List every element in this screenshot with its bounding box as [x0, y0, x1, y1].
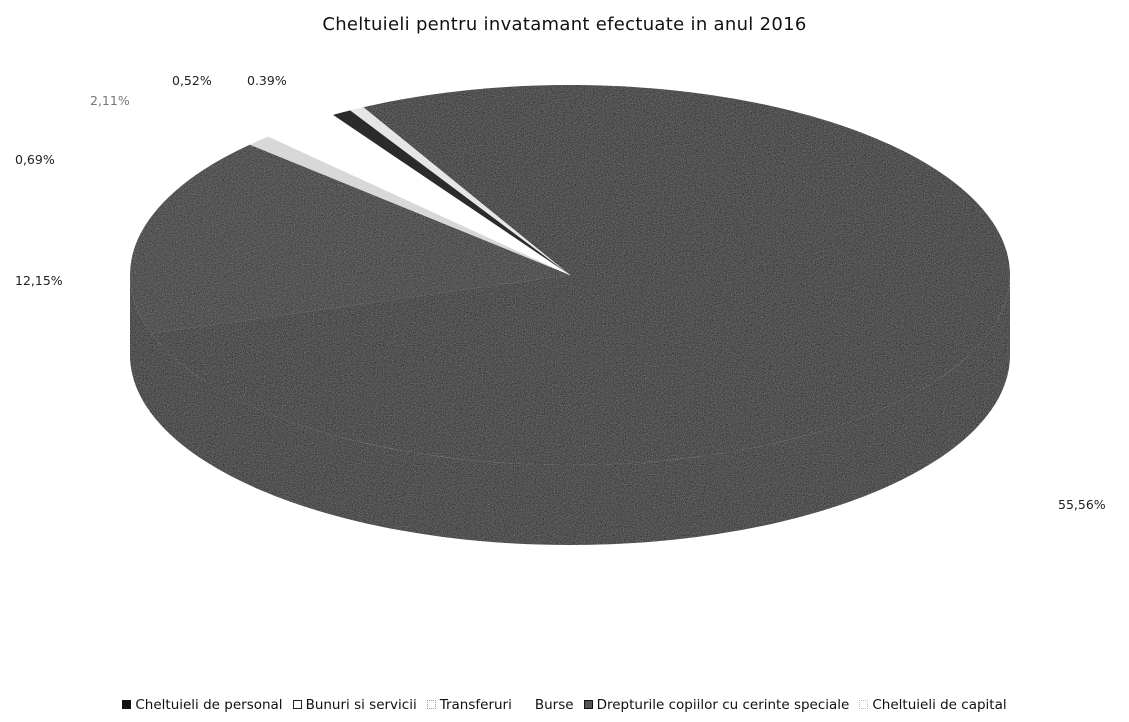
- data-label: 55,56%: [1058, 497, 1106, 512]
- legend-item: Cheltuieli de capital: [859, 697, 1007, 713]
- legend: Cheltuieli de personal Bunuri si servicii…: [0, 697, 1129, 713]
- data-label: 0.39%: [247, 73, 287, 88]
- legend-item: Drepturile copiilor cu cerinte speciale: [583, 697, 850, 713]
- legend-label: Drepturile copiilor cu cerinte speciale: [596, 697, 850, 713]
- legend-label: Transferuri: [439, 697, 512, 713]
- data-label: 12,15%: [15, 273, 63, 288]
- pie-slice: [333, 110, 570, 275]
- chart-title: Cheltuieli pentru invatamant efectuate i…: [322, 14, 807, 35]
- legend-label: Cheltuieli de capital: [872, 697, 1007, 713]
- legend-label: Cheltuieli de personal: [135, 697, 283, 713]
- legend-swatch: [292, 700, 302, 709]
- pie-side-wall: [130, 275, 1010, 545]
- data-label: 0,69%: [15, 152, 55, 167]
- legend-item: Burse: [522, 697, 574, 713]
- pie-slice: [151, 85, 1011, 465]
- legend-swatch: [583, 700, 593, 709]
- legend-swatch: [122, 700, 132, 709]
- legend-item: Transferuri: [426, 697, 512, 713]
- data-label: 2,11%: [90, 93, 130, 108]
- pie-slice: [268, 114, 571, 276]
- pie-slice: [350, 107, 570, 275]
- pie-slice: [129, 144, 570, 334]
- legend-label: Bunuri si servicii: [305, 697, 417, 713]
- legend-swatch: [859, 700, 869, 709]
- legend-swatch: [426, 700, 436, 709]
- legend-label: Burse: [534, 697, 574, 713]
- legend-item: Bunuri si servicii: [292, 697, 417, 713]
- data-label: 0,52%: [172, 73, 212, 88]
- pie-slice: [249, 136, 570, 275]
- legend-swatch: [522, 700, 531, 709]
- legend-item: Cheltuieli de personal: [122, 697, 283, 713]
